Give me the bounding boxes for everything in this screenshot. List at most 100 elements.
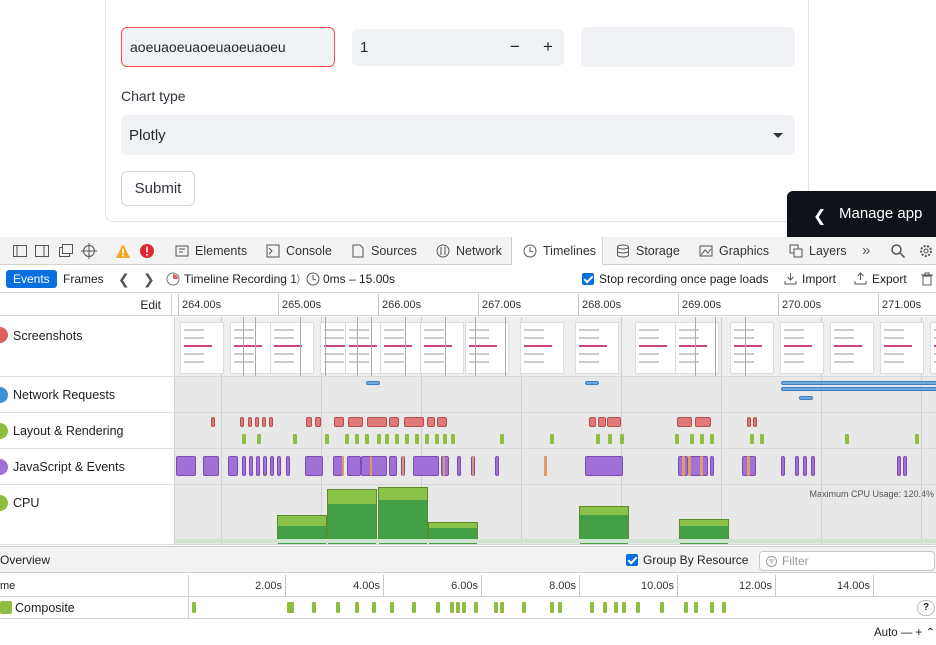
row-network[interactable]: Network Requests [0, 377, 175, 413]
javascript-track[interactable] [175, 449, 936, 485]
group-by-resource-checkbox[interactable] [626, 554, 638, 566]
error-icon[interactable] [139, 243, 155, 259]
paint-event [596, 434, 600, 444]
dock-side-icon[interactable] [34, 243, 50, 259]
increment-button[interactable]: + [543, 37, 553, 56]
layout-event [427, 417, 435, 427]
tab-console-label: Console [286, 244, 332, 258]
layout-event [248, 417, 252, 427]
script-event [228, 456, 238, 476]
tab-elements[interactable]: Elements [175, 237, 247, 265]
thumbnail-line [734, 353, 754, 355]
search-icon[interactable] [890, 243, 906, 259]
edit-button[interactable]: Edit [0, 294, 172, 316]
row-screenshots[interactable]: Screenshots [0, 317, 175, 377]
script-event [781, 456, 785, 476]
number-value: 1 [360, 39, 369, 56]
tab-layers[interactable]: Layers [789, 237, 847, 265]
thumbnail-line [424, 361, 444, 363]
text-input[interactable]: aoeuaoeuaoeuaoeuaoeu [121, 27, 335, 67]
network-request-bar [799, 396, 813, 400]
paint-event [377, 434, 381, 444]
paint-event [365, 434, 369, 444]
time-range[interactable]: 0ms – 15.00s [323, 272, 396, 286]
composite-event [710, 602, 714, 613]
empty-input[interactable] [581, 27, 795, 67]
name-column-header[interactable]: me [0, 580, 16, 592]
thumbnail-line [784, 353, 804, 355]
tab-timelines-label: Timelines [543, 244, 597, 258]
clock-icon [523, 244, 537, 258]
composite-event [355, 602, 359, 613]
gear-icon[interactable] [918, 243, 934, 259]
thumbnail-line [834, 345, 862, 347]
ruler-tick: 14.00s [776, 575, 874, 597]
ruler-tick: 266.00s [378, 294, 478, 316]
row-layout[interactable]: Layout & Rendering [0, 413, 175, 449]
stop-recording-checkbox[interactable] [582, 273, 594, 285]
chart-type-select[interactable]: Plotly [121, 115, 795, 155]
decrement-button[interactable]: − [510, 37, 520, 56]
thumbnail-line [234, 345, 262, 347]
paint-event [750, 434, 754, 444]
tab-console[interactable]: Console [266, 237, 332, 265]
script-event [585, 456, 623, 476]
thumbnail-line [834, 353, 854, 355]
help-icon[interactable]: ? [917, 600, 935, 616]
screenshots-track[interactable] [175, 317, 936, 377]
zoom-control[interactable]: Auto — + ⌃ [874, 627, 936, 639]
filter-input[interactable]: Filter [759, 551, 935, 571]
submit-button[interactable]: Submit [121, 171, 195, 206]
column-divider [188, 597, 189, 619]
tab-graphics[interactable]: Graphics [699, 237, 769, 265]
ruler-tick: 2.00s [188, 575, 286, 597]
frames-toggle[interactable]: Frames [63, 272, 104, 286]
import-button[interactable]: Import [802, 272, 837, 286]
layout-event [315, 417, 321, 427]
number-input[interactable]: 1 − + [352, 29, 564, 66]
layout-event [747, 417, 751, 427]
composite-row[interactable]: Composite ? [0, 597, 936, 619]
row-javascript[interactable]: JavaScript & Events [0, 449, 175, 485]
tab-storage[interactable]: Storage [616, 237, 680, 265]
manage-app-button[interactable]: ❮ Manage app [787, 191, 936, 237]
tab-sources[interactable]: Sources [351, 237, 417, 265]
tab-timelines[interactable]: Timelines [511, 237, 603, 265]
undock-icon[interactable] [58, 243, 74, 259]
events-toggle[interactable]: Events [6, 270, 57, 288]
paint-event [425, 434, 429, 444]
row-cpu[interactable]: CPU [0, 485, 175, 545]
warning-icon[interactable] [115, 243, 131, 259]
tab-layers-label: Layers [809, 244, 847, 258]
dock-bottom-icon[interactable] [12, 243, 28, 259]
screenshot-thumbnail [675, 322, 719, 374]
thumbnail-line [234, 329, 254, 331]
back-arrow-icon[interactable]: ❮ [118, 271, 130, 287]
script-event [347, 456, 361, 476]
thumbnail-line [524, 329, 544, 331]
recording-name[interactable]: Timeline Recording 1 [184, 272, 297, 286]
thumbnail-line [384, 345, 412, 347]
screenshot-thumbnail [380, 322, 424, 374]
paint-event [242, 434, 246, 444]
export-button[interactable]: Export [872, 272, 907, 286]
layout-track[interactable] [175, 413, 936, 449]
paint-event [500, 434, 504, 444]
forward-arrow-icon[interactable]: ❯ [143, 271, 155, 287]
paint-event [443, 434, 447, 444]
layers-icon [789, 244, 803, 258]
thumbnail-line [324, 337, 344, 339]
cpu-track[interactable]: Maximum CPU Usage: 120.4% [175, 485, 936, 545]
trash-icon[interactable] [920, 272, 934, 286]
tab-network[interactable]: Network [436, 237, 502, 265]
crosshair-icon[interactable] [81, 243, 97, 259]
script-event [203, 456, 219, 476]
composite-label: Composite [15, 601, 75, 615]
composite-event [456, 602, 460, 613]
network-track[interactable] [175, 377, 936, 413]
more-tabs-icon[interactable]: » [862, 242, 871, 259]
grid-line [421, 377, 422, 412]
composite-event [290, 602, 294, 613]
thumbnail-line [384, 337, 404, 339]
thumbnail-line [469, 353, 489, 355]
